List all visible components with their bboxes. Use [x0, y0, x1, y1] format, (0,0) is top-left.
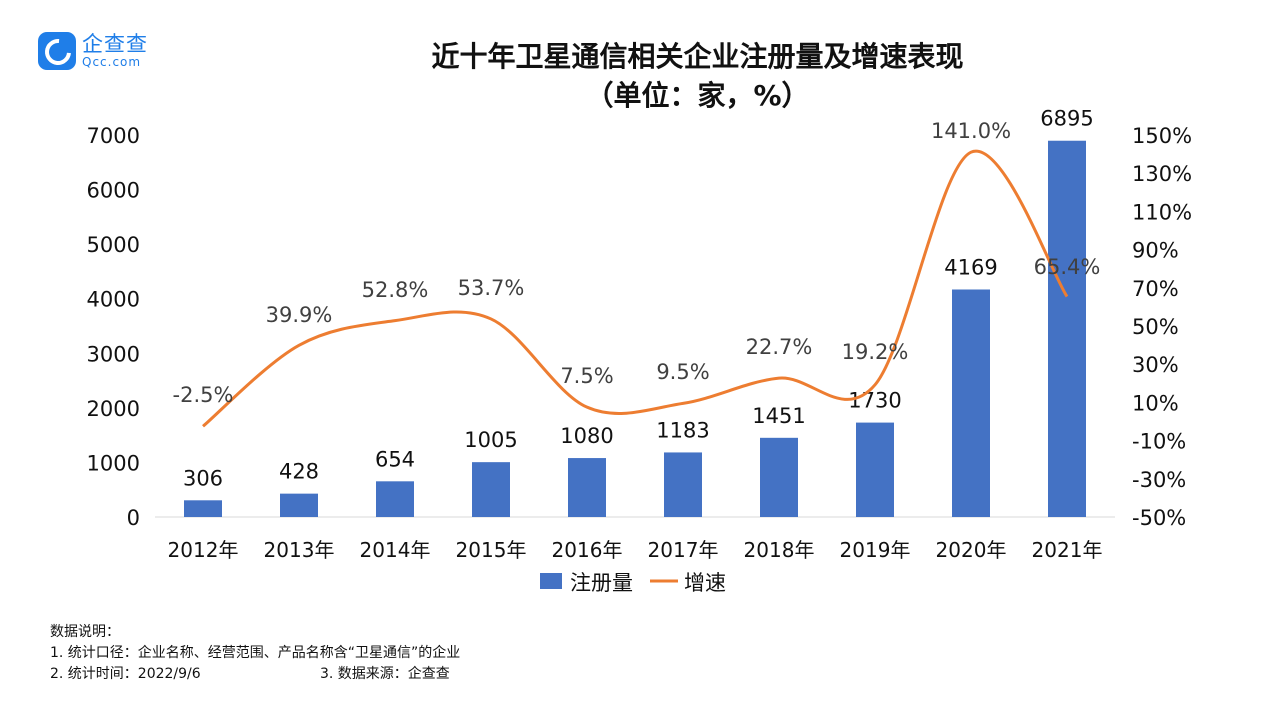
left-axis-tick-label: 7000 — [87, 124, 140, 148]
x-axis-tick-label: 2020年 — [936, 538, 1007, 562]
bar-value-label: 6895 — [1040, 107, 1093, 131]
right-axis-tick-label: 110% — [1132, 200, 1192, 224]
line-value-label: 9.5% — [656, 360, 709, 384]
bar-value-label: 4169 — [944, 255, 997, 279]
x-axis-tick-label: 2014年 — [360, 538, 431, 562]
legend-line-label: 增速 — [684, 571, 726, 595]
bar-value-label: 654 — [375, 447, 415, 471]
qcc-logo-icon — [38, 32, 77, 71]
bar — [472, 462, 510, 517]
right-axis-tick-label: -50% — [1132, 506, 1186, 530]
bar — [280, 493, 318, 517]
legend-bar-label: 注册量 — [570, 571, 633, 595]
x-axis-tick-label: 2012年 — [168, 538, 239, 562]
growth-rate-line — [202, 149, 1069, 428]
bar — [856, 422, 894, 517]
x-axis-tick-label: 2019年 — [840, 538, 911, 562]
right-axis-tick-label: 10% — [1132, 391, 1179, 415]
bar — [568, 458, 606, 517]
bar-value-label: 306 — [183, 466, 223, 490]
left-axis-tick-label: 5000 — [87, 233, 140, 257]
right-axis-tick-label: 50% — [1132, 315, 1179, 339]
logo-name-cn: 企查查 — [82, 32, 148, 56]
line-value-label: 53.7% — [458, 276, 525, 300]
left-axis-tick-label: 6000 — [87, 179, 140, 203]
right-axis-tick-label: 90% — [1132, 239, 1179, 263]
left-axis-tick-label: 3000 — [87, 342, 140, 366]
bar — [664, 452, 702, 517]
left-axis-tick-label: 1000 — [87, 451, 140, 475]
x-axis-tick-label: 2013年 — [264, 538, 335, 562]
left-axis-tick-label: 4000 — [87, 288, 140, 312]
notes-line-2b: 3. 数据来源：企查查 — [320, 666, 450, 682]
chart-title: 近十年卫星通信相关企业注册量及增速表现 — [431, 40, 964, 73]
data-notes: 数据说明： 1. 统计口径：企业名称、经营范围、产品名称含“卫星通信”的企业 2… — [50, 622, 460, 685]
bar — [376, 481, 414, 517]
bar — [1048, 140, 1086, 518]
bar-value-label: 1005 — [464, 428, 517, 452]
line-value-label: 39.9% — [266, 303, 333, 327]
left-axis-tick-label: 2000 — [87, 397, 140, 421]
logo-name-en: Qcc.com — [82, 55, 142, 69]
bar-value-label: 428 — [279, 460, 319, 484]
line-value-label: 22.7% — [746, 335, 813, 359]
notes-line-2a: 2. 统计时间：2022/9/6 — [50, 666, 201, 682]
x-axis-tick-label: 2016年 — [552, 538, 623, 562]
notes-line-1: 1. 统计口径：企业名称、经营范围、产品名称含“卫星通信”的企业 — [50, 645, 461, 661]
line-value-label: 19.2% — [842, 340, 909, 364]
x-axis-tick-label: 2021年 — [1032, 538, 1103, 562]
x-axis-tick-label: 2017年 — [648, 538, 719, 562]
bar — [184, 500, 222, 517]
right-axis-tick-label: 150% — [1132, 124, 1192, 148]
line-value-label: 7.5% — [560, 364, 613, 388]
notes-heading: 数据说明： — [50, 624, 120, 640]
x-axis-tick-label: 2018年 — [744, 538, 815, 562]
line-value-label: 141.0% — [931, 119, 1011, 143]
right-axis-tick-label: 30% — [1132, 353, 1179, 377]
qcc-logo: 企查查 Qcc.com — [38, 32, 148, 71]
bar — [760, 437, 798, 517]
right-axis-tick-label: 70% — [1132, 277, 1179, 301]
chart-subtitle: （单位：家，%） — [585, 79, 810, 112]
line-value-label: 65.4% — [1034, 255, 1101, 279]
right-axis-tick-label: 130% — [1132, 162, 1192, 186]
right-axis-tick-label: -30% — [1132, 468, 1186, 492]
right-axis-tick-label: -10% — [1132, 430, 1186, 454]
bar — [952, 289, 990, 517]
x-axis-tick-label: 2015年 — [456, 538, 527, 562]
bar-value-label: 1451 — [752, 404, 805, 428]
bar-value-label: 1183 — [656, 418, 709, 442]
bar-value-label: 1730 — [848, 389, 901, 413]
legend-bar-swatch — [540, 573, 562, 589]
bar-value-label: 1080 — [560, 424, 613, 448]
left-axis-tick-label: 0 — [127, 506, 140, 530]
line-value-label: -2.5% — [173, 383, 234, 407]
line-value-label: 52.8% — [362, 278, 429, 302]
